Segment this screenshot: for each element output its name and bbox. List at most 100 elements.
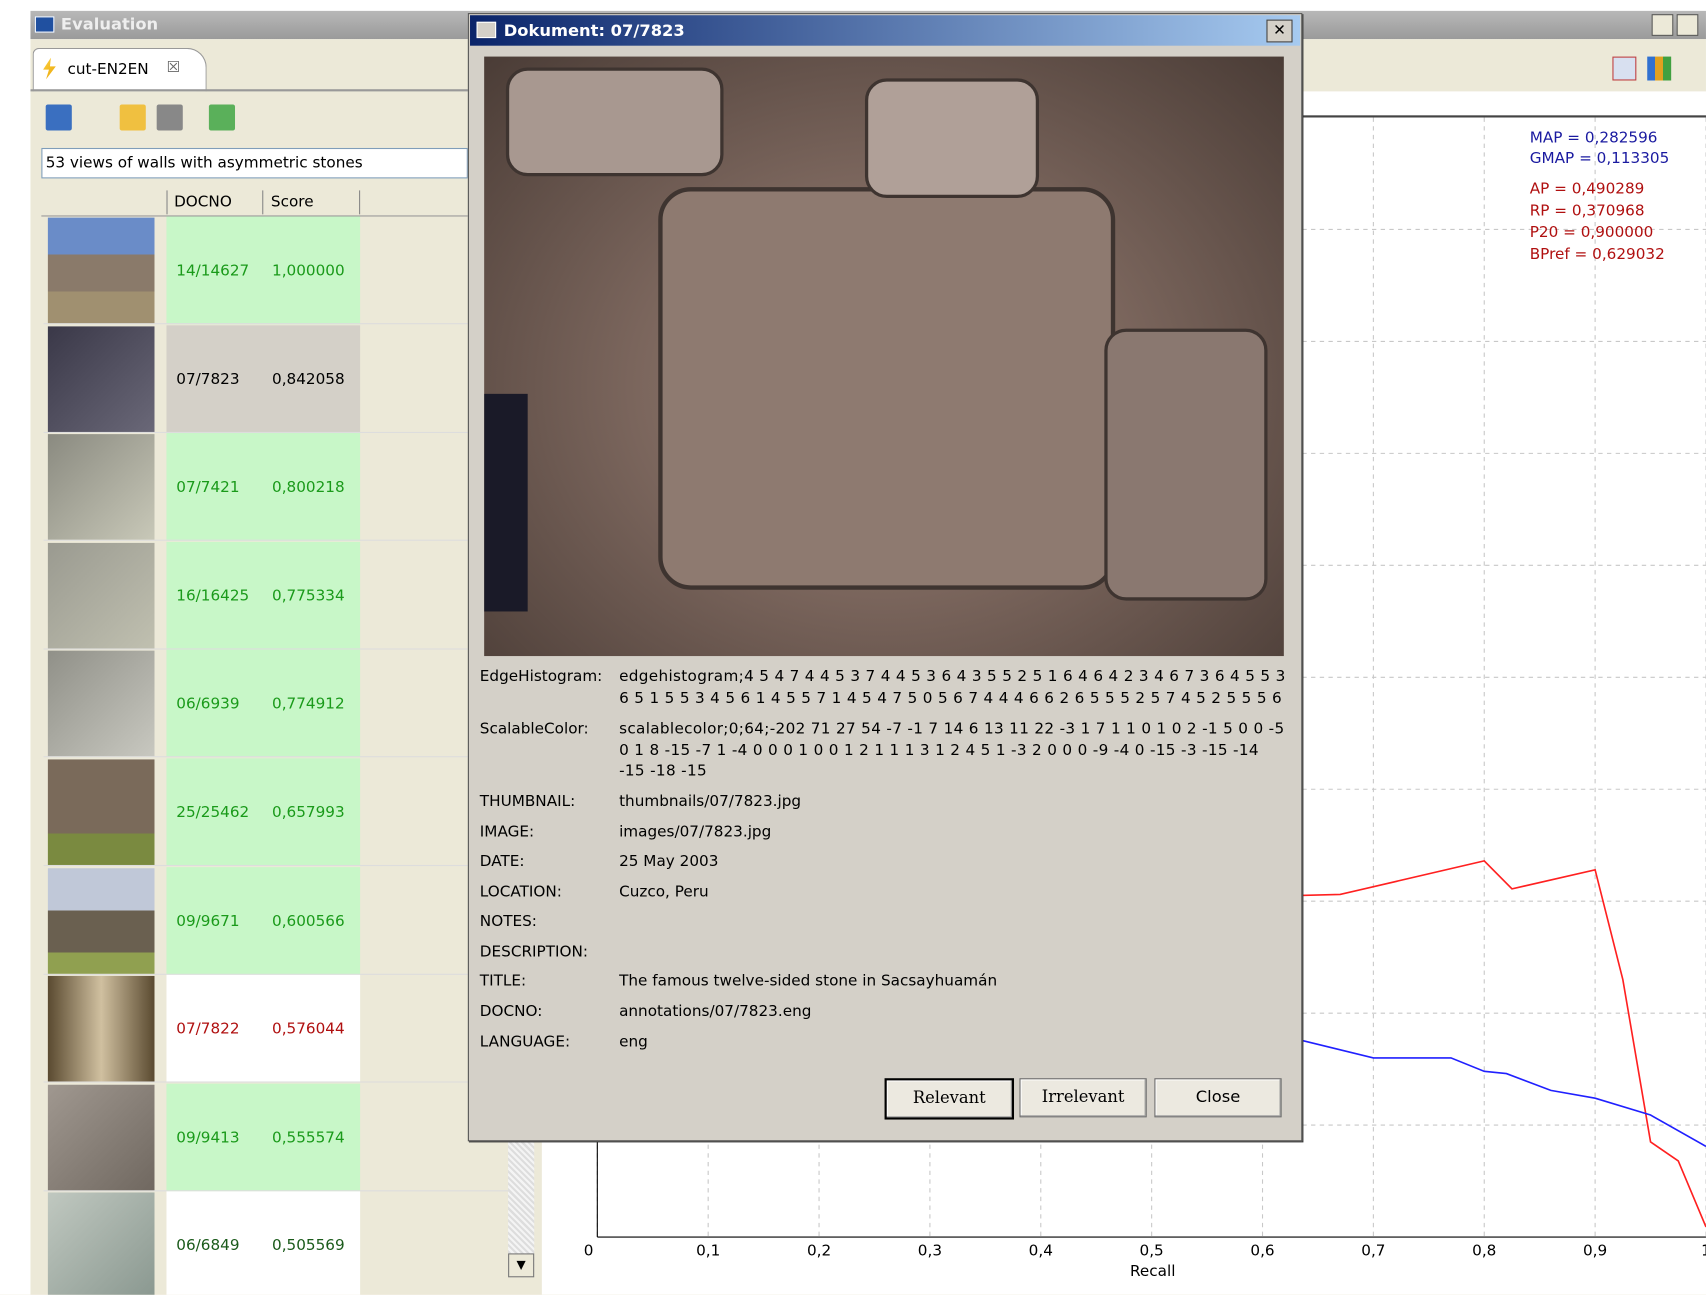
tab-close[interactable]: ☒ (166, 58, 181, 77)
x-tick-label: 0,6 (1250, 1242, 1274, 1260)
thumbnail (47, 542, 155, 649)
score-cell: 0,842058 (272, 370, 345, 388)
dialog-icon (476, 21, 497, 39)
tab[interactable] (32, 47, 207, 92)
field-label: EdgeHistogram: (479, 668, 603, 686)
query-text: 53 views of walls with asymmetric stones (45, 154, 363, 172)
document-image (484, 56, 1284, 657)
docno-cell: 07/7822 (176, 1020, 240, 1039)
docno-cell: 06/6849 (176, 1237, 240, 1255)
row-background (166, 216, 361, 325)
thumbnail (47, 1084, 155, 1191)
x-tick-label: 0,2 (807, 1242, 831, 1260)
docno-cell: 07/7421 (176, 478, 240, 497)
expand-icon[interactable] (208, 104, 236, 131)
row-border (43, 431, 509, 433)
metric: RP = 0,370968 (1530, 201, 1645, 219)
metric: AP = 0,490289 (1530, 180, 1645, 198)
row-border (43, 756, 509, 758)
maximize-button[interactable] (1676, 14, 1699, 36)
score-cell: 0,800218 (272, 478, 345, 497)
x-tick-label: 0,8 (1472, 1242, 1496, 1260)
run-icon[interactable] (119, 104, 146, 131)
field-value: eng (619, 1033, 648, 1052)
thumbnail (47, 217, 155, 324)
find-icon[interactable] (156, 104, 183, 131)
window-icon (34, 16, 55, 33)
dialog-close[interactable]: ✕ (1266, 19, 1293, 43)
docno-cell: 09/9413 (176, 1129, 240, 1147)
thumbnail (47, 867, 155, 974)
table-header (41, 188, 468, 217)
field-label: LANGUAGE: (479, 1033, 571, 1052)
minimize-button[interactable] (1651, 14, 1674, 36)
score-cell: 0,775334 (272, 587, 345, 605)
metric: GMAP = 0,113305 (1530, 149, 1670, 167)
x-tick-label: 1 (1701, 1242, 1706, 1260)
stone (505, 67, 724, 177)
stone (658, 187, 1116, 590)
field-value: annotations/07/7823.eng (619, 1003, 812, 1021)
row-background (166, 758, 361, 867)
header-docno: DOCNO (174, 193, 232, 212)
field-value: 0 1 8 -15 -7 1 -4 0 0 0 1 0 0 1 2 1 1 1 … (619, 741, 1259, 759)
row-background (166, 1191, 361, 1295)
save-icon[interactable] (45, 104, 72, 131)
field-label: THUMBNAIL: (479, 793, 576, 811)
header-divider (166, 190, 168, 215)
field-label: ScalableColor: (479, 720, 589, 738)
tab-border (30, 89, 542, 92)
row-background (166, 866, 361, 975)
docno-cell: 16/16425 (176, 587, 250, 605)
thumbnail (47, 976, 155, 1082)
row-border (43, 539, 509, 541)
row-background (166, 975, 361, 1083)
row-border (43, 323, 509, 325)
score-cell: 0,576044 (272, 1020, 345, 1039)
row-background (166, 541, 361, 650)
bar-icon[interactable] (1647, 56, 1672, 81)
field-label: LOCATION: (479, 883, 562, 901)
thumbnail (47, 1192, 155, 1295)
close-button[interactable]: Close (1154, 1078, 1282, 1118)
row-background (166, 433, 361, 541)
row-background (166, 1083, 361, 1192)
chart-icon[interactable] (1612, 56, 1637, 81)
header-score: Score (270, 193, 314, 212)
field-value: 6 5 1 5 5 3 4 5 6 1 4 5 5 7 1 4 5 4 7 5 … (619, 689, 1283, 707)
docno-cell: 14/14627 (176, 262, 250, 280)
header-divider (262, 190, 264, 215)
score-cell: 0,600566 (272, 912, 345, 930)
relevant-button[interactable]: Relevant (884, 1078, 1015, 1120)
row-background (166, 324, 361, 433)
field-value: scalablecolor;0;64;-202 71 27 54 -7 -1 7… (619, 720, 1285, 738)
dialog-titlebar (470, 15, 1301, 46)
stone (864, 78, 1040, 199)
docno-cell: 25/25462 (176, 804, 250, 822)
line-series (1295, 859, 1706, 1228)
field-label: DATE: (479, 852, 525, 871)
field-label: DOCNO: (479, 1003, 543, 1021)
row-border (43, 864, 509, 867)
score-cell: 0,657993 (272, 804, 345, 822)
field-label: IMAGE: (479, 823, 535, 842)
tab-label: cut-EN2EN (67, 60, 149, 79)
x-tick-label: 0,9 (1583, 1242, 1607, 1260)
row-border (43, 973, 509, 975)
x-tick-label: 0,1 (696, 1242, 720, 1260)
scroll-down[interactable]: ▼ (508, 1253, 535, 1278)
metric: BPref = 0,629032 (1530, 245, 1665, 263)
docno-cell: 07/7823 (176, 370, 240, 388)
thumbnail (47, 325, 155, 432)
query-field[interactable] (41, 147, 468, 179)
field-label: TITLE: (479, 972, 527, 991)
field-value: -15 -18 -15 (619, 762, 707, 781)
docno-cell: 06/6939 (176, 695, 240, 714)
field-value: The famous twelve-sided stone in Sacsayh… (619, 972, 998, 991)
metric: P20 = 0,900000 (1530, 223, 1654, 241)
thumbnail (47, 434, 155, 540)
irrelevant-button[interactable]: Irrelevant (1019, 1078, 1147, 1118)
row-border (43, 648, 509, 650)
field-value: edgehistogram;4 5 4 7 4 4 5 3 7 4 4 5 3 … (619, 668, 1286, 686)
